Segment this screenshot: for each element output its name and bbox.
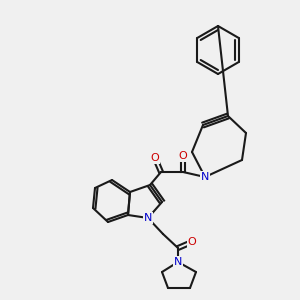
Text: N: N [201, 172, 209, 182]
Text: O: O [151, 153, 159, 163]
Text: N: N [144, 213, 152, 223]
Text: O: O [188, 237, 196, 247]
Text: O: O [178, 151, 188, 161]
Text: N: N [174, 257, 182, 267]
